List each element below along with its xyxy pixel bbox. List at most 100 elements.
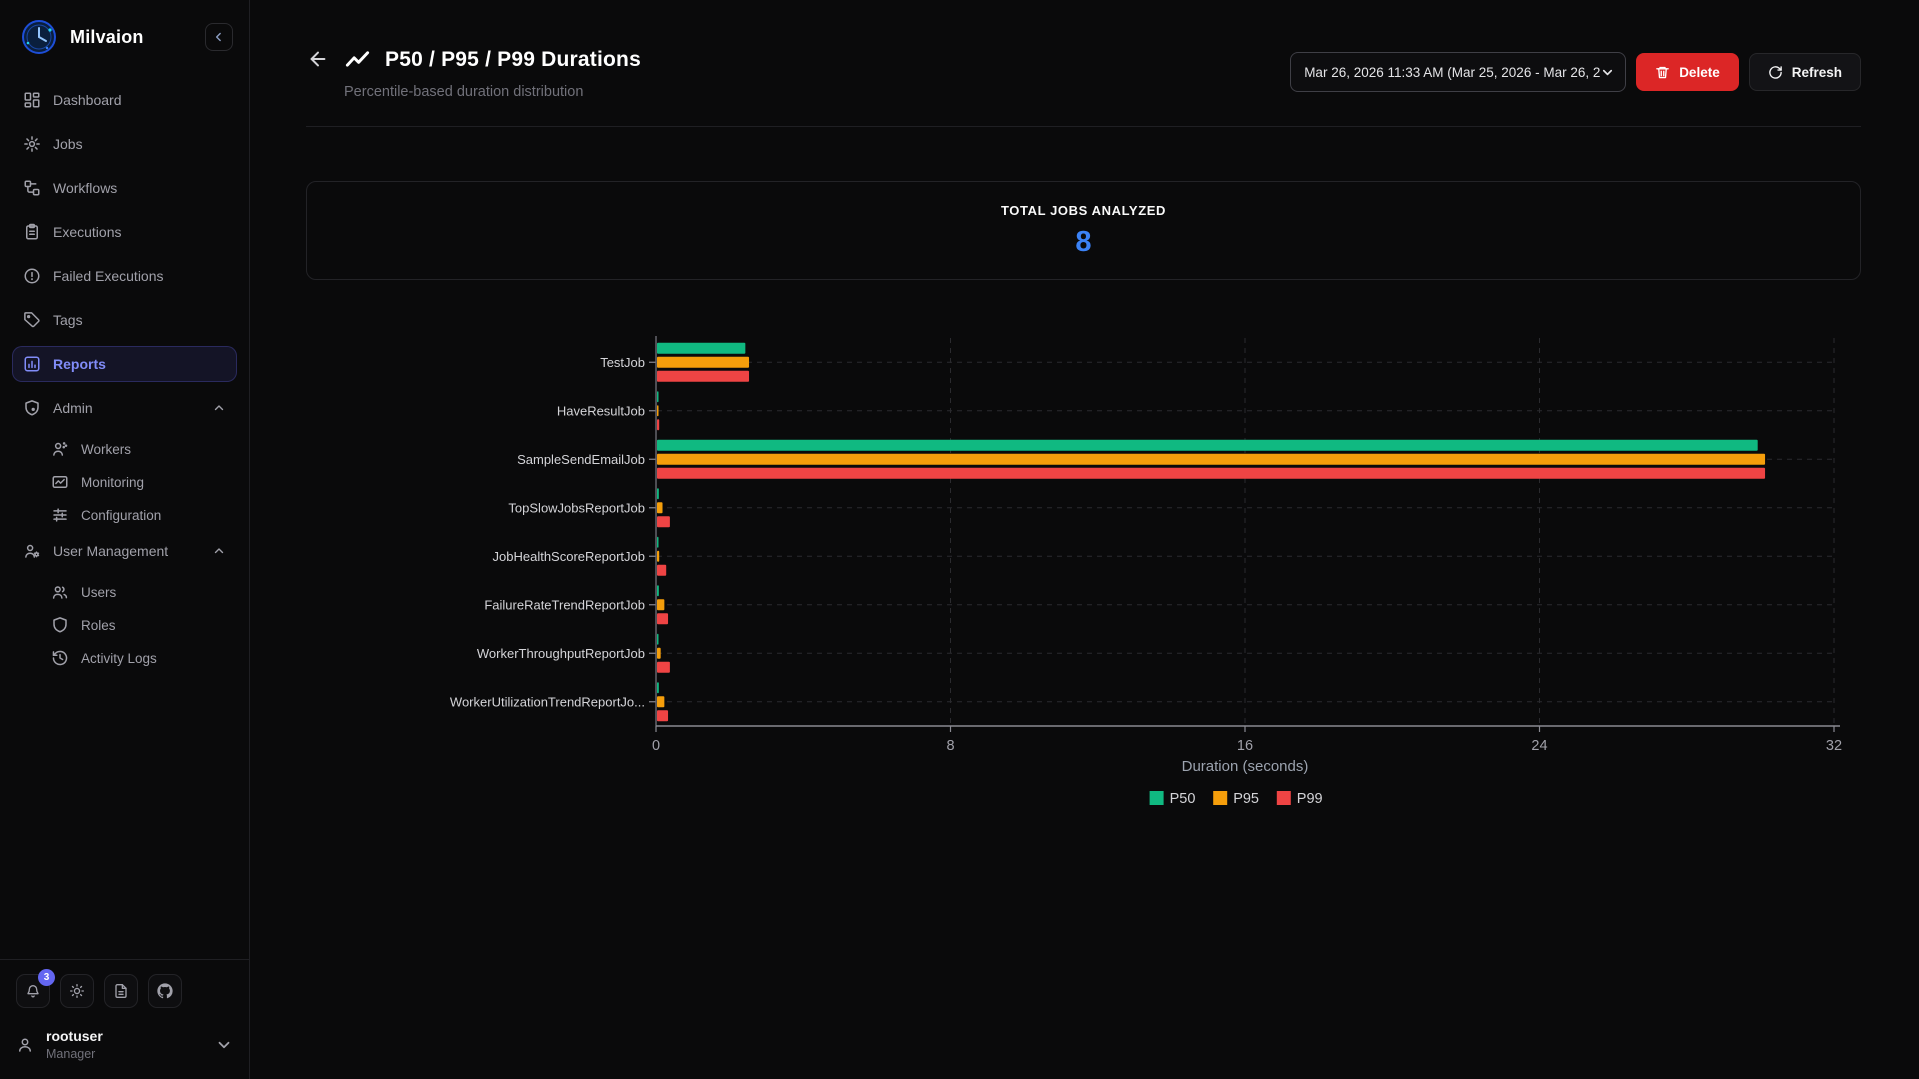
bar-p50-testjob <box>657 342 746 354</box>
durations-chart: TestJob HaveResultJob SampleSendEmailJob To… <box>306 336 1861 819</box>
workflow-icon <box>23 179 41 197</box>
legend-swatch-p50 <box>1149 791 1164 805</box>
sidebar-footer: 3 rootuser Manager <box>0 959 249 1079</box>
sidebar: Milvaion Dashboard Jobs Workflows Execution… <box>0 0 250 1079</box>
users-icon <box>51 583 69 601</box>
document-icon <box>113 983 129 999</box>
user-role: Manager <box>46 1047 96 1061</box>
svg-text:16: 16 <box>1237 738 1253 754</box>
sidebar-item-activity-logs[interactable]: Activity Logs <box>12 643 237 673</box>
sidebar-item-label: Monitoring <box>81 474 145 490</box>
category-label: TopSlowJobsReportJob <box>508 500 645 515</box>
user-icon <box>16 1036 34 1054</box>
sidebar-item-dashboard[interactable]: Dashboard <box>12 82 237 118</box>
bar-p95-workerthroughputreportjob <box>657 647 661 659</box>
x-axis-label: Duration (seconds) <box>1182 758 1309 775</box>
sidebar-item-failed-executions[interactable]: Failed Executions <box>12 258 237 294</box>
chevron-down-icon <box>1600 65 1616 80</box>
sun-icon <box>69 983 85 999</box>
sidebar-item-label: Tags <box>53 312 83 328</box>
bar-p50-workerutilizationtrendreportjo <box>657 682 659 694</box>
trending-line-icon <box>344 46 371 73</box>
sidebar-item-monitoring[interactable]: Monitoring <box>12 467 237 497</box>
bell-button[interactable]: 3 <box>16 969 55 1008</box>
svg-text:32: 32 <box>1826 738 1842 754</box>
sidebar-logo-row: Milvaion <box>0 0 249 72</box>
sun-button[interactable] <box>60 974 94 1008</box>
report-range-value: Mar 26, 2026 11:33 AM (Mar 25, 2026 - Ma… <box>1304 64 1616 80</box>
refresh-icon <box>1768 65 1783 80</box>
svg-text:24: 24 <box>1531 738 1547 754</box>
trash-icon <box>1655 65 1670 80</box>
category-label: FailureRateTrendReportJob <box>484 597 645 612</box>
bar-p99-jobhealthscorereportjob <box>657 564 667 576</box>
legend-swatch-p95 <box>1213 791 1228 805</box>
sidebar-item-label: Jobs <box>53 136 83 152</box>
sidebar-item-executions[interactable]: Executions <box>12 214 237 250</box>
bar-p99-workerthroughputreportjob <box>657 661 670 673</box>
bar-p50-topslowjobsreportjob <box>657 488 659 500</box>
sidebar-item-configuration[interactable]: Configuration <box>12 500 237 530</box>
document-button[interactable] <box>104 974 138 1008</box>
category-label: WorkerThroughputReportJob <box>477 646 645 661</box>
notification-badge: 3 <box>38 969 55 986</box>
svg-text:8: 8 <box>946 738 954 754</box>
sidebar-collapse-button[interactable] <box>205 23 233 51</box>
bar-chart-icon <box>23 355 41 373</box>
bar-p99-haveresultjob <box>657 419 660 431</box>
durations-chart-svg: TestJob HaveResultJob SampleSendEmailJob To… <box>450 336 1842 807</box>
sidebar-item-label: User Management <box>53 543 169 559</box>
refresh-button-label: Refresh <box>1791 64 1842 80</box>
category-label: WorkerUtilizationTrendReportJo... <box>450 694 645 709</box>
category-label: JobHealthScoreReportJob <box>493 549 645 564</box>
shield-user-icon <box>23 399 41 417</box>
bar-p99-workerutilizationtrendreportjo <box>657 710 669 722</box>
bar-p50-jobhealthscorereportjob <box>657 536 659 548</box>
worker-icon <box>51 440 69 458</box>
sidebar-item-jobs[interactable]: Jobs <box>12 126 237 162</box>
total-jobs-value: 8 <box>1075 225 1092 258</box>
sidebar-item-label: Roles <box>81 617 116 633</box>
legend-swatch-p99 <box>1276 791 1291 805</box>
sidebar-item-admin[interactable]: Admin <box>12 390 237 426</box>
sliders-icon <box>51 506 69 524</box>
clipboard-icon <box>23 223 41 241</box>
category-label: TestJob <box>600 355 645 370</box>
page-subtitle: Percentile-based duration distribution <box>344 84 584 100</box>
bar-p95-samplesendemailjob <box>657 453 1766 465</box>
sidebar-item-workflows[interactable]: Workflows <box>12 170 237 206</box>
history-icon <box>51 649 69 667</box>
sidebar-footer-icons: 3 <box>16 969 233 1008</box>
github-button[interactable] <box>148 974 182 1008</box>
sidebar-item-label: Configuration <box>81 507 162 523</box>
sidebar-item-user-management[interactable]: User Management <box>12 533 237 569</box>
user-menu[interactable]: rootuser Manager <box>16 1028 233 1061</box>
sidebar-item-reports[interactable]: Reports <box>12 346 237 382</box>
app-logo-icon <box>20 18 58 56</box>
back-button[interactable] <box>306 48 330 72</box>
main-content: P50 / P95 / P99 Durations Percentile-bas… <box>250 0 1919 1079</box>
svg-text:0: 0 <box>652 738 660 754</box>
alert-circle-icon <box>23 267 41 285</box>
sidebar-item-users[interactable]: Users <box>12 577 237 607</box>
chevron-up-icon <box>212 544 226 558</box>
legend-label: P99 <box>1297 791 1323 807</box>
sidebar-item-roles[interactable]: Roles <box>12 610 237 640</box>
bar-p50-workerthroughputreportjob <box>657 633 659 645</box>
dashboard-icon <box>23 91 41 109</box>
report-range-select[interactable]: Mar 26, 2026 11:33 AM (Mar 25, 2026 - Ma… <box>1290 52 1627 92</box>
sidebar-item-tags[interactable]: Tags <box>12 302 237 338</box>
bar-p95-failureratetrendreportjob <box>657 599 665 611</box>
refresh-button[interactable]: Refresh <box>1748 53 1861 91</box>
chevron-down-icon <box>215 1036 233 1054</box>
shield-icon <box>51 616 69 634</box>
sidebar-item-workers[interactable]: Workers <box>12 434 237 464</box>
gear-icon <box>23 135 41 153</box>
delete-button-label: Delete <box>1679 64 1720 80</box>
user-cog-icon <box>23 542 41 560</box>
delete-button[interactable]: Delete <box>1636 53 1739 91</box>
bar-p95-testjob <box>657 356 750 368</box>
sidebar-item-label: Executions <box>53 224 122 240</box>
category-label: HaveResultJob <box>557 403 645 418</box>
